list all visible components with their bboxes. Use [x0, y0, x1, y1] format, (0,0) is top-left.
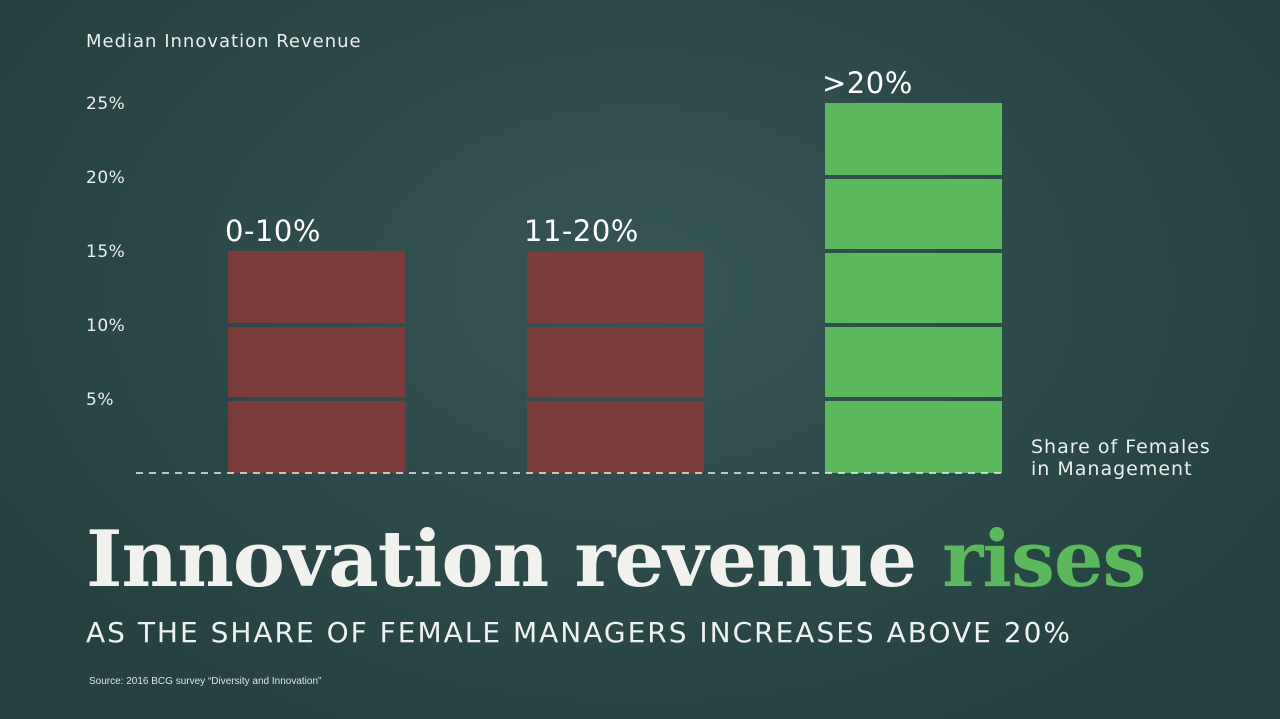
bar-segment: [527, 251, 704, 323]
y-axis-title: Median Innovation Revenue: [86, 31, 362, 52]
x-axis-title: Share of Females in Management: [1031, 436, 1211, 480]
headline: Innovation revenue rises: [86, 512, 1146, 608]
bar-segment: [527, 327, 704, 397]
headline-main: Innovation revenue: [86, 514, 917, 605]
bar-segment: [228, 327, 405, 397]
y-tick-label: 20%: [86, 168, 125, 188]
x-axis-title-line-2: in Management: [1031, 458, 1193, 480]
y-axis-ticks: 5% 10% 15% 20% 25%: [86, 94, 125, 410]
bar-segment: [825, 327, 1002, 397]
bar-segment: [825, 179, 1002, 249]
category-label: 11-20%: [524, 214, 639, 248]
bar: [228, 251, 405, 473]
bar-chart: 5% 10% 15% 20% 25% 0-10% 11-20% >20%: [86, 66, 1004, 474]
subheadline: AS THE SHARE OF FEMALE MANAGERS INCREASE…: [86, 616, 1072, 649]
category-label: >20%: [822, 66, 913, 100]
bar-segment: [825, 401, 1002, 473]
x-axis-title-line-1: Share of Females: [1031, 436, 1211, 458]
bar-segment: [228, 401, 405, 473]
y-tick-label: 10%: [86, 316, 125, 336]
category-label: 0-10%: [225, 214, 321, 248]
bar-segment: [825, 103, 1002, 175]
bar-segment: [825, 253, 1002, 323]
y-tick-label: 25%: [86, 94, 125, 114]
headline-accent: rises: [942, 514, 1146, 605]
category-labels: 0-10% 11-20% >20%: [225, 66, 913, 248]
source-note: Source: 2016 BCG survey “Diversity and I…: [89, 676, 322, 687]
y-tick-label: 5%: [86, 390, 114, 410]
bars: [228, 103, 1002, 473]
bar-segment: [527, 401, 704, 473]
y-tick-label: 15%: [86, 242, 125, 262]
bar: [825, 103, 1002, 473]
bar-segment: [228, 251, 405, 323]
bar: [527, 251, 704, 473]
